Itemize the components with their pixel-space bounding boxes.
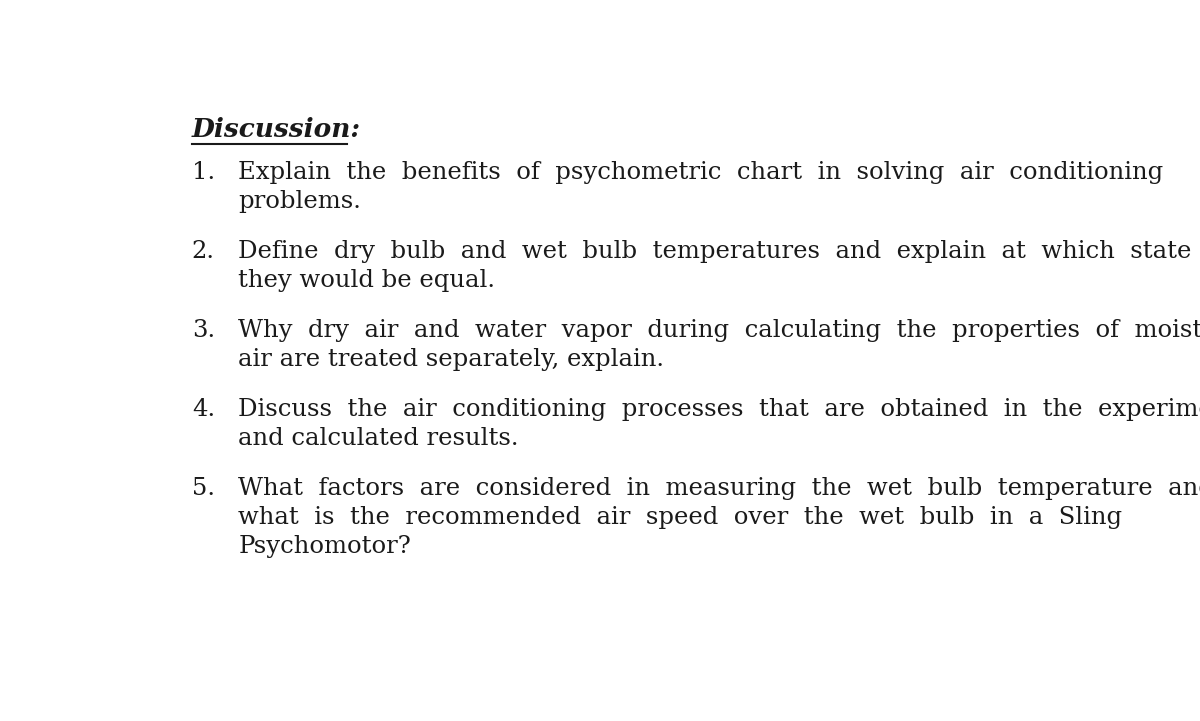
Text: and calculated results.: and calculated results.: [239, 427, 518, 450]
Text: What  factors  are  considered  in  measuring  the  wet  bulb  temperature  and: What factors are considered in measuring…: [239, 477, 1200, 500]
Text: problems.: problems.: [239, 190, 361, 213]
Text: they would be equal.: they would be equal.: [239, 269, 496, 292]
Text: Why  dry  air  and  water  vapor  during  calculating  the  properties  of  mois: Why dry air and water vapor during calcu…: [239, 319, 1200, 342]
Text: Define  dry  bulb  and  wet  bulb  temperatures  and  explain  at  which  state: Define dry bulb and wet bulb temperature…: [239, 240, 1192, 263]
Text: 1.: 1.: [192, 162, 215, 185]
Text: 2.: 2.: [192, 240, 215, 263]
Text: 5.: 5.: [192, 477, 215, 500]
Text: 4.: 4.: [192, 398, 215, 421]
Text: Discussion:: Discussion:: [192, 117, 361, 142]
Text: 3.: 3.: [192, 319, 215, 342]
Text: Explain  the  benefits  of  psychometric  chart  in  solving  air  conditioning: Explain the benefits of psychometric cha…: [239, 162, 1164, 185]
Text: Discuss  the  air  conditioning  processes  that  are  obtained  in  the  experi: Discuss the air conditioning processes t…: [239, 398, 1200, 421]
Text: Psychomotor?: Psychomotor?: [239, 534, 412, 557]
Text: what  is  the  recommended  air  speed  over  the  wet  bulb  in  a  Sling: what is the recommended air speed over t…: [239, 505, 1122, 528]
Text: air are treated separately, explain.: air are treated separately, explain.: [239, 348, 665, 371]
